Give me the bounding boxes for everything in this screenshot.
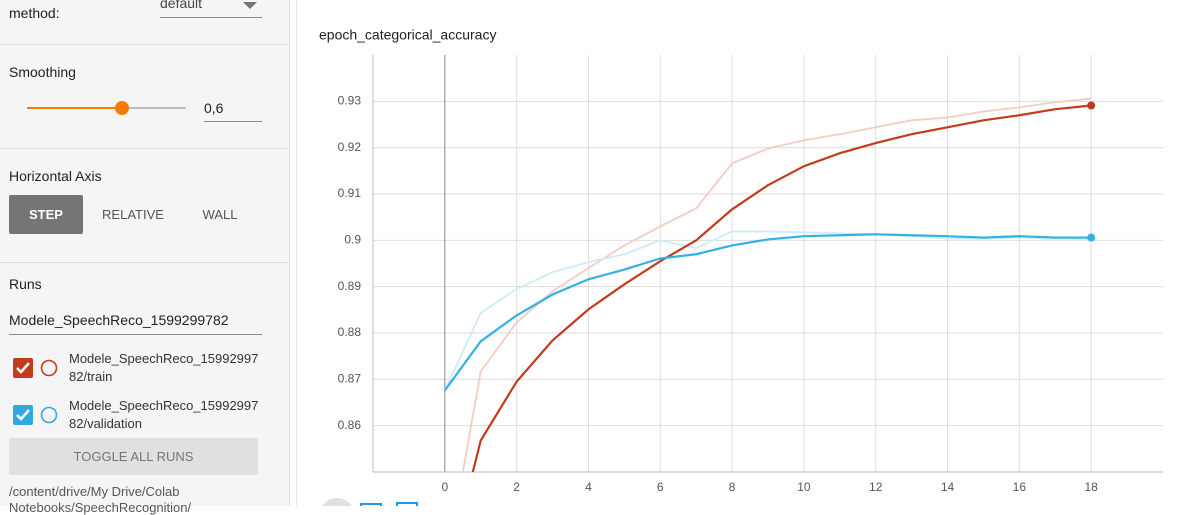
separator <box>0 148 289 149</box>
y-tick-label: 0.91 <box>338 186 362 200</box>
y-tick-label: 0.92 <box>338 140 362 154</box>
smoothing-input[interactable]: 0,6 <box>204 100 224 116</box>
y-tick-label: 0.88 <box>338 325 362 339</box>
logdir: /content/drive/My Drive/Colab <box>9 484 180 499</box>
run-name: Modele_SpeechReco_1599299782/train <box>69 351 259 384</box>
sorting-label: method: <box>9 5 60 21</box>
input-underline <box>204 121 262 122</box>
x-tick-label: 18 <box>1085 480 1099 494</box>
y-tick-label: 0.9 <box>344 233 361 247</box>
chart: epoch_categorical_accuracy 0.86 0.87 0.88 0… <box>319 27 1163 515</box>
axis-label: Horizontal Axis <box>9 168 102 184</box>
y-tick-label: 0.93 <box>338 94 362 108</box>
separator <box>0 44 289 45</box>
y-tick-label: 0.86 <box>338 418 362 432</box>
smoothing-label: Smoothing <box>9 64 76 80</box>
sidebar: method: default Smoothing 0,6 Horizontal… <box>0 0 290 515</box>
series-line <box>461 97 1092 472</box>
y-tick-label: 0.89 <box>338 279 362 293</box>
run-name: Modele_SpeechReco_1599299782/validation <box>69 398 259 431</box>
sorting-dropdown[interactable]: default <box>160 0 203 11</box>
dropdown-arrow <box>243 2 257 9</box>
dropdown-underline <box>160 17 262 18</box>
x-tick-label: 2 <box>513 480 520 494</box>
x-tick-label: 0 <box>441 480 448 494</box>
chart-title: epoch_categorical_accuracy <box>319 27 496 43</box>
run-checkbox[interactable] <box>11 356 71 380</box>
series-line <box>443 233 1092 392</box>
toggle-button[interactable]: TOGGLE ALL RUNS <box>9 438 258 475</box>
icon[interactable] <box>319 498 355 515</box>
runs-filter[interactable]: Modele_SpeechReco_1599299782 <box>9 312 229 328</box>
x-tick-label: 16 <box>1013 480 1027 494</box>
x-tick-label: 4 <box>585 480 592 494</box>
x-tick-label: 14 <box>941 480 955 494</box>
axis-button[interactable]: STEP <box>9 195 83 234</box>
axis-button[interactable]: WALL <box>202 207 238 222</box>
smoothing-slider[interactable] <box>20 98 192 118</box>
end-point <box>1087 233 1096 242</box>
runs-label: Runs <box>9 276 42 292</box>
x-tick-label: 12 <box>869 480 883 494</box>
series-line <box>471 104 1092 472</box>
filter-underline <box>9 334 262 335</box>
x-tick-label: 6 <box>657 480 664 494</box>
main-panel: epoch_categorical_accuracy 0.86 0.87 0.88 0… <box>296 0 1185 515</box>
x-tick-label: 10 <box>797 480 811 494</box>
y-tick-label: 0.87 <box>338 372 362 386</box>
x-tick-label: 8 <box>729 480 736 494</box>
run-checkbox[interactable] <box>11 403 71 427</box>
end-point <box>1087 101 1096 110</box>
series-line <box>444 230 1092 391</box>
separator <box>0 262 289 263</box>
axis-button[interactable]: RELATIVE <box>102 207 164 222</box>
logdir: Notebooks/SpeechRecognition/ <box>9 500 192 515</box>
